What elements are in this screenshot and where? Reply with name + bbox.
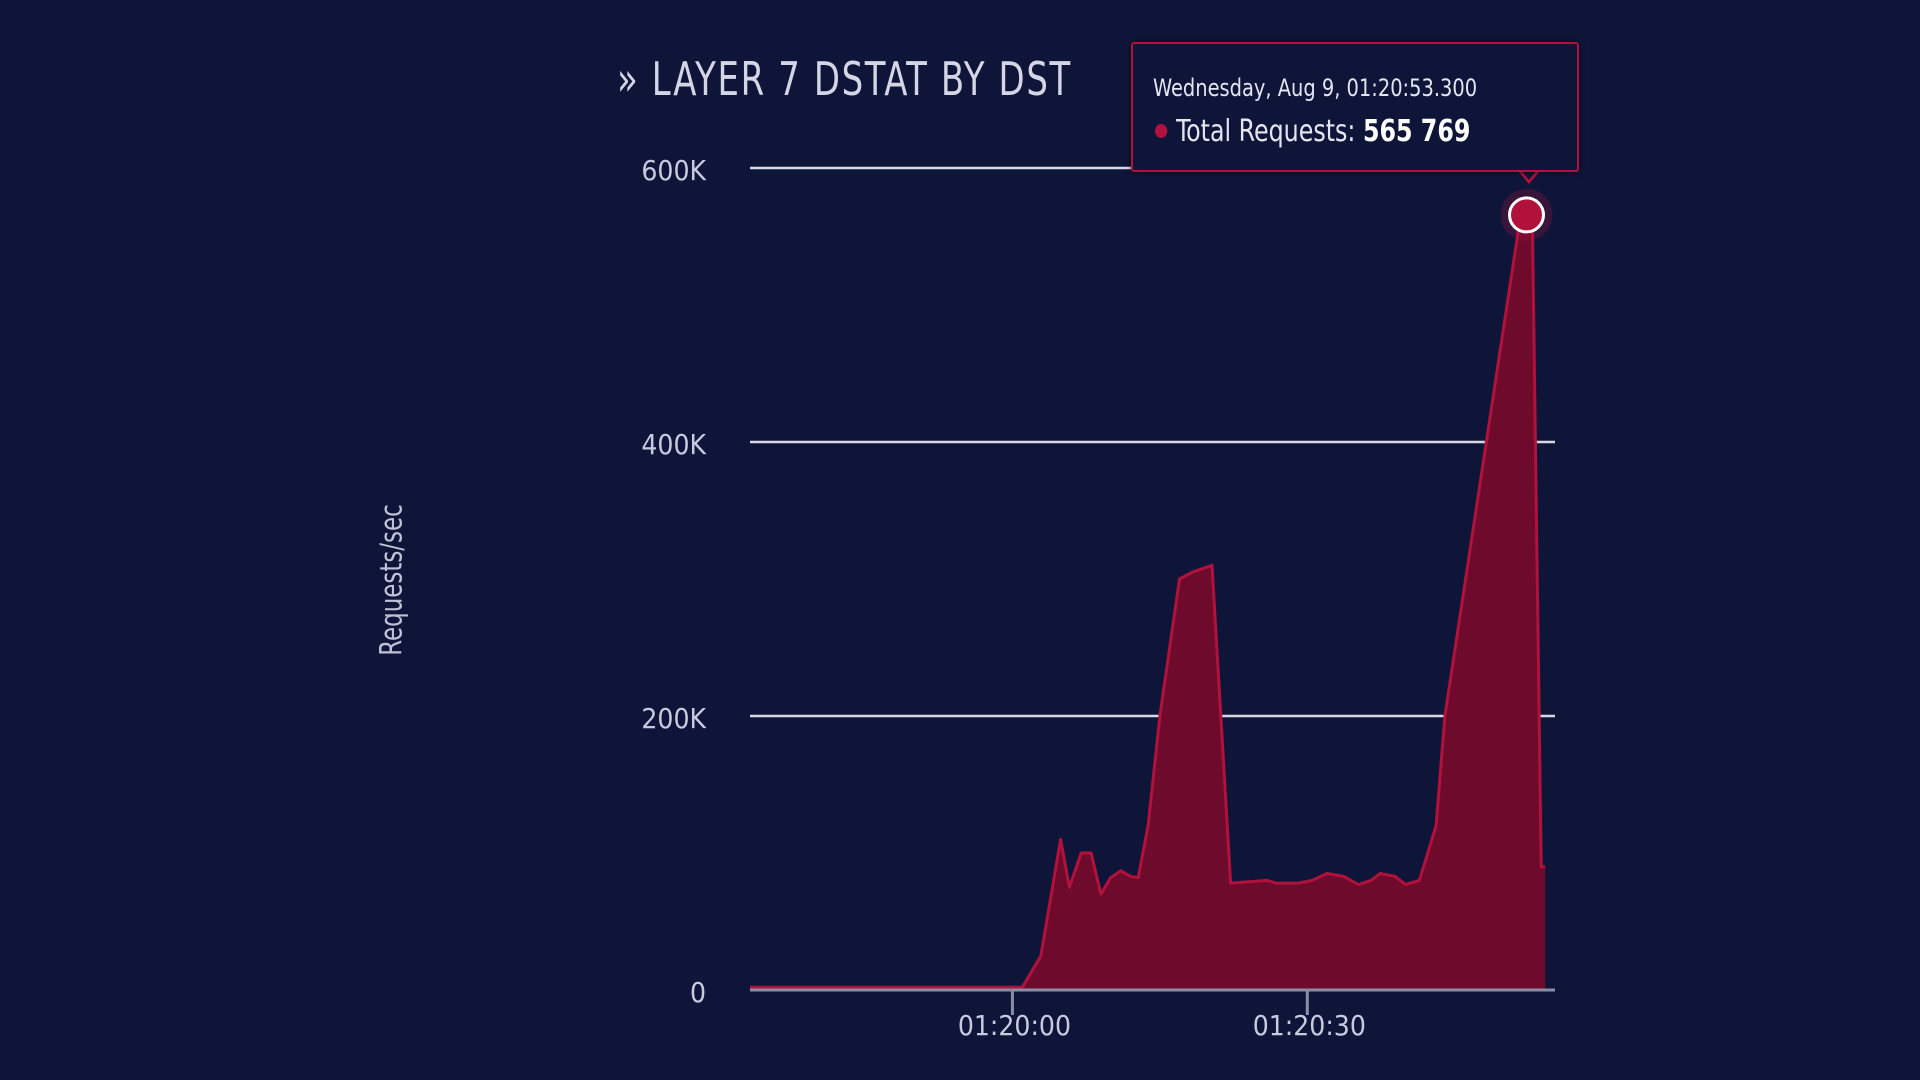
x-tick-label-0: 01:20:00 bbox=[958, 1009, 1071, 1042]
tooltip-row: Total Requests: 565 769 bbox=[1155, 114, 1470, 149]
series-area bbox=[750, 222, 1546, 991]
tooltip-series-dot bbox=[1155, 124, 1168, 138]
x-tick-label-1: 01:20:30 bbox=[1253, 1009, 1366, 1042]
series-line bbox=[750, 221, 1546, 989]
y-axis-title: Requests/sec bbox=[374, 504, 410, 656]
highlight-point bbox=[1507, 196, 1545, 234]
y-tick-label-3: 600K bbox=[641, 154, 707, 187]
y-tick-label-2: 400K bbox=[641, 428, 707, 461]
tooltip-date: Wednesday, Aug 9, 01:20:53.300 bbox=[1153, 74, 1478, 102]
chart-title: » LAYER 7 DSTAT BY DST bbox=[617, 52, 1072, 106]
tooltip-arrow-inner bbox=[1520, 169, 1538, 180]
tooltip: Wednesday, Aug 9, 01:20:53.300 Total Req… bbox=[1131, 42, 1579, 172]
y-tick-label-0: 0 bbox=[690, 976, 706, 1009]
tooltip-value: 565 769 bbox=[1362, 114, 1471, 149]
y-tick-label-1: 200K bbox=[641, 702, 707, 735]
tooltip-series-label: Total Requests bbox=[1176, 114, 1348, 149]
